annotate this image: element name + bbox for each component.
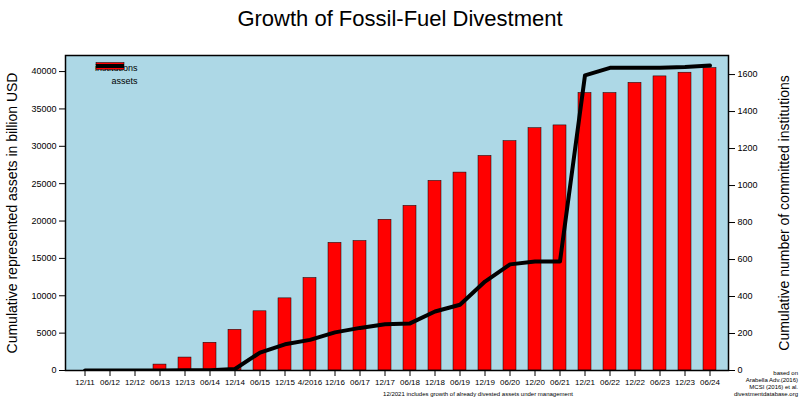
svg-text:600: 600: [738, 254, 753, 264]
svg-text:10000: 10000: [31, 291, 56, 301]
svg-text:12/20: 12/20: [525, 378, 546, 387]
svg-text:12/12: 12/12: [125, 378, 146, 387]
svg-text:1600: 1600: [738, 69, 758, 79]
svg-text:30000: 30000: [31, 141, 56, 151]
svg-text:1400: 1400: [738, 106, 758, 116]
svg-text:15000: 15000: [31, 253, 56, 263]
svg-text:06/24: 06/24: [700, 378, 721, 387]
svg-text:06/13: 06/13: [150, 378, 171, 387]
html-text:based on: based on: [773, 370, 798, 376]
svg-text:400: 400: [738, 291, 753, 301]
html-text:institutions: institutions: [95, 62, 138, 73]
svg-text:06/19: 06/19: [450, 378, 471, 387]
svg-text:06/18: 06/18: [400, 378, 421, 387]
html-text:assets: assets: [111, 75, 138, 86]
svg-text:06/22: 06/22: [600, 378, 621, 387]
svg-text:40000: 40000: [31, 66, 56, 76]
svg-text:06/20: 06/20: [500, 378, 521, 387]
svg-text:12/15: 12/15: [275, 378, 296, 387]
svg-text:12/23: 12/23: [675, 378, 696, 387]
svg-text:0: 0: [51, 365, 56, 375]
svg-text:12/22: 12/22: [625, 378, 646, 387]
svg-text:06/23: 06/23: [650, 378, 671, 387]
svg-text:12/18: 12/18: [425, 378, 446, 387]
svg-text:800: 800: [738, 217, 753, 227]
svg-text:1000: 1000: [738, 180, 758, 190]
svg-text:0: 0: [738, 365, 743, 375]
svg-text:12/11: 12/11: [75, 378, 95, 387]
svg-text:12/17: 12/17: [375, 378, 396, 387]
html-text:Cumulative represented assets: Cumulative represented assets in billion…: [4, 72, 20, 353]
svg-text:20000: 20000: [31, 216, 56, 226]
svg-text:12/16: 12/16: [325, 378, 346, 387]
svg-text:25000: 25000: [31, 179, 56, 189]
svg-text:200: 200: [738, 328, 753, 338]
svg-text:12/21: 12/21: [575, 378, 596, 387]
html-text:Arabella Adv.(2016): Arabella Adv.(2016): [745, 377, 798, 383]
svg-text:35000: 35000: [31, 104, 56, 114]
svg-text:12/14: 12/14: [225, 378, 246, 387]
svg-text:06/14: 06/14: [200, 378, 221, 387]
html-text:divestmentdatabase.org: divestmentdatabase.org: [734, 391, 798, 397]
svg-text:12/13: 12/13: [175, 378, 196, 387]
html-text:Cumulative number of committed: Cumulative number of committed instituti…: [776, 74, 792, 351]
svg-text:06/21: 06/21: [550, 378, 571, 387]
html-text:12/2021 includes growth of alr: 12/2021 includes growth of already dives…: [383, 391, 573, 397]
svg-text:06/12: 06/12: [100, 378, 121, 387]
svg-text:1200: 1200: [738, 143, 758, 153]
svg-text:4/2016: 4/2016: [298, 378, 323, 387]
svg-text:5000: 5000: [36, 328, 56, 338]
svg-text:06/15: 06/15: [250, 378, 271, 387]
html-text:MCSI (2016) et al.: MCSI (2016) et al.: [749, 384, 798, 390]
svg-text:06/17: 06/17: [350, 378, 371, 387]
html-text:Growth of Fossil-Fuel Divestme: Growth of Fossil-Fuel Divestment: [237, 6, 563, 31]
svg-text:12/19: 12/19: [475, 378, 496, 387]
